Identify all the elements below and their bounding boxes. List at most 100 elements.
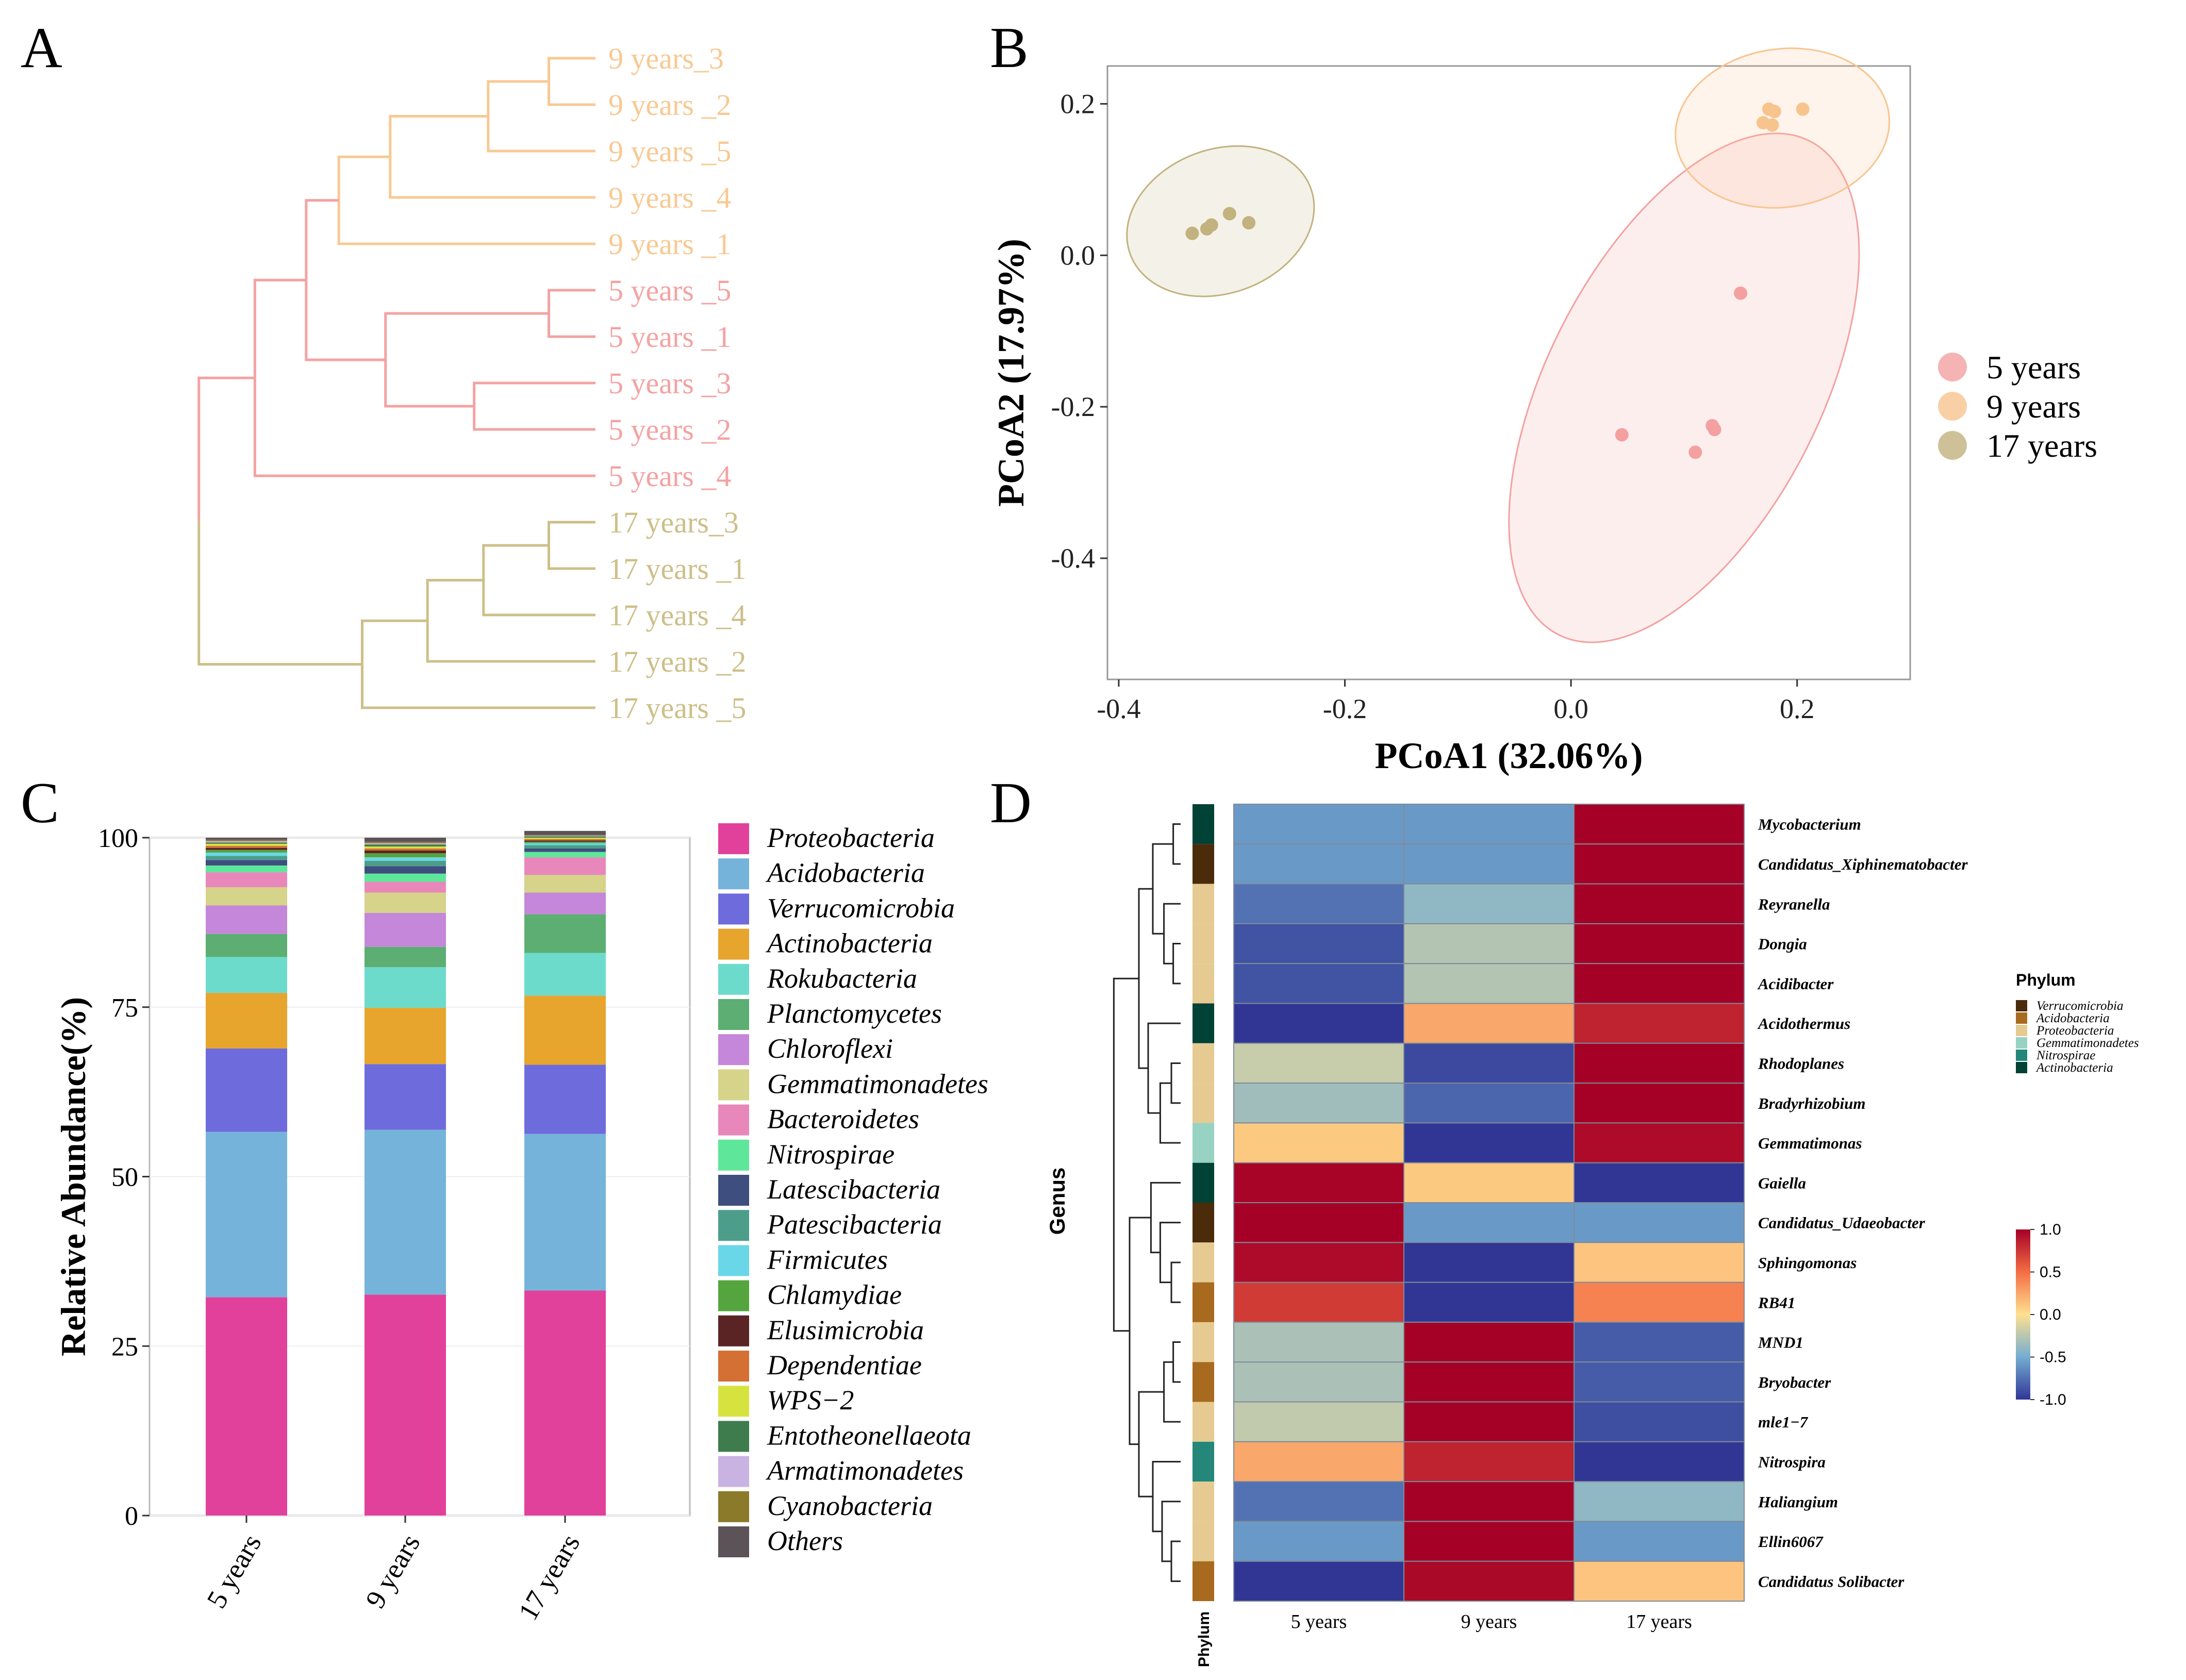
phylum-legend-label: Actinobacteria: [2035, 1061, 2113, 1075]
row-label: Nitrospira: [1758, 1453, 1826, 1471]
panel-label-b: B: [990, 16, 1029, 80]
heatmap-cell-candidatus-xiphinematobacter-17-years: [1574, 843, 1745, 885]
row-dendrogram-branch: [1170, 1062, 1181, 1104]
heatmap-cell-candidatus-xiphinematobacter-9-years: [1403, 843, 1575, 885]
row-label: Ellin6067: [1758, 1533, 1824, 1551]
y-tick-label: 100: [98, 824, 138, 853]
bar-latescibacteria-17-years: [524, 849, 606, 852]
bar-planctomycetes-5-years: [206, 934, 287, 957]
x-tick-label: 17 years: [512, 1529, 586, 1625]
x-tick-label: 9 years: [359, 1529, 426, 1614]
y-tick-label: 0: [125, 1502, 138, 1531]
bar-verrucomicrobia-9-years: [365, 1064, 446, 1130]
heatmap-cell-candidatus-udaeobacter-9-years: [1403, 1202, 1575, 1243]
heatmap-cell-reyranella-9-years: [1403, 883, 1575, 924]
legend-swatch-chlamydiae: [718, 1280, 749, 1311]
legend-marker-5-years: [1938, 353, 1967, 381]
dendrogram-branch: [337, 155, 390, 201]
stacked-bar-chart: 0 25 50 75 100 Relative Abundance(%) 5 years 9 …: [54, 822, 988, 1625]
dendrogram-chart: 9 years_3 9 years _2 9 years _5 9 years _4 9…: [197, 42, 746, 725]
legend-swatch-bacteroidetes: [718, 1104, 749, 1136]
row-label: Mycobacterium: [1758, 816, 1861, 834]
legend-swatch-proteobacteria: [718, 823, 749, 854]
y-tick-label: -0.4: [1051, 543, 1095, 574]
dendrogram-branch: [487, 80, 549, 117]
heatmap-cell-rhodoplanes-9-years: [1403, 1042, 1575, 1084]
dendrogram-branch: [389, 115, 488, 157]
heatmap-cell-gaiella-5-years: [1233, 1162, 1404, 1203]
phylum-annotation-cell: [1193, 1362, 1214, 1402]
phylum-legend-title: Phylum: [2016, 971, 2076, 989]
heatmap-cell-mnd1-9-years: [1403, 1321, 1575, 1363]
bar-latescibacteria-5-years: [206, 860, 287, 866]
bar-acidobacteria-5-years: [206, 1132, 287, 1298]
dendrogram-branch: [473, 381, 595, 406]
phylum-annotation-cell: [1193, 1083, 1214, 1123]
legend-swatch-firmicutes: [718, 1245, 749, 1276]
y-axis-label: PCoA2 (17.97%): [990, 239, 1032, 507]
legend-swatch-latescibacteria: [718, 1175, 749, 1206]
y-tick-label: 0.0: [1061, 240, 1096, 271]
row-dendrogram-branch: [1172, 943, 1181, 985]
bar-actinobacteria-9-years: [365, 1008, 446, 1064]
x-tick-label: -0.4: [1097, 693, 1140, 724]
legend-swatch-cyanobacteria: [718, 1491, 749, 1522]
legend-label: WPS−2: [767, 1385, 854, 1416]
bar-rokubacteria-9-years: [365, 967, 446, 1008]
legend-swatch-chloroflexi: [718, 1034, 749, 1066]
phylum-legend-swatch-nitrospirae: [2016, 1050, 2027, 1061]
phylum-legend-label: Proteobacteria: [2036, 1024, 2114, 1038]
dendrogram-branch: [548, 545, 595, 570]
confidence-ellipse-9-years: [1675, 47, 1891, 209]
legend-swatch-others: [718, 1526, 749, 1557]
row-dendrogram-branch: [1163, 903, 1181, 964]
heatmap-cell-gemmatimonas-5-years: [1233, 1122, 1404, 1163]
phylum-annotation-cell: [1193, 1123, 1214, 1163]
phylum-annotation-cell: [1193, 1242, 1214, 1283]
bar-firmicutes-9-years: [365, 857, 446, 861]
row-label: Gaiella: [1758, 1174, 1806, 1192]
heatmap-cell-ellin6067-9-years: [1403, 1521, 1575, 1562]
row-label: Reyranella: [1758, 895, 1830, 913]
heatmap-cell-mle1-7-9-years: [1403, 1401, 1575, 1442]
legend-label: 9 years: [1986, 388, 2081, 425]
x-tick-label: 5 years: [201, 1529, 267, 1614]
y-tick-label: 25: [111, 1332, 138, 1361]
dendrogram-branch: [253, 278, 306, 378]
panel-label-c: C: [21, 771, 59, 835]
plot-frame: [1106, 65, 1911, 680]
heatmap-cell-ellin6067-17-years: [1574, 1521, 1745, 1562]
heatmap-cell-rb41-17-years: [1574, 1282, 1745, 1323]
bar-gemmatimonadetes-9-years: [365, 892, 446, 913]
leaf-label: 17 years _2: [608, 645, 746, 678]
row-dendrogram-branch: [1113, 977, 1139, 1332]
row-dendrogram-branch: [1147, 1022, 1181, 1114]
row-label: Candidatus_Xiphinematobacter: [1758, 855, 1968, 873]
pcoa-scatter-chart: -0.4 -0.2 0.0 0.2 0.2 0.0 -0.2 -0.4 PCoA1 (32.06…: [990, 47, 2097, 776]
heatmap-chart: Mycobacterium Candidatus_Xiphinematobacte…: [1045, 804, 2139, 1667]
legend-label: Chloroflexi: [767, 1033, 893, 1064]
phylum-legend-label: Verrucomicrobia: [2036, 999, 2124, 1013]
data-point-9-years: [1767, 105, 1781, 119]
leaf-label: 9 years _5: [608, 135, 731, 168]
bar-gemmatimonadetes-17-years: [524, 875, 606, 893]
data-point-5-years: [1688, 445, 1702, 459]
dendrogram-branch: [197, 521, 362, 666]
row-label: Acidothermus: [1757, 1014, 1850, 1033]
heatmap-cell-mle1-7-17-years: [1574, 1401, 1745, 1442]
heatmap-cell-candidatus-udaeobacter-17-years: [1574, 1202, 1745, 1243]
phylum-annotation-cell: [1193, 1043, 1214, 1084]
heatmap-cell-gaiella-9-years: [1403, 1162, 1575, 1203]
bar-chloroflexi-17-years: [524, 892, 606, 914]
leaf-label: 17 years _4: [608, 598, 746, 632]
phylum-annotation-cell: [1193, 804, 1214, 844]
dendrogram-branch: [548, 57, 595, 81]
row-dendrogram-branch: [1138, 1391, 1164, 1498]
bar-armatimonadetes-5-years: [206, 841, 287, 843]
heatmap-cell-nitrospira-17-years: [1574, 1441, 1745, 1483]
heatmap-cell-candidatus-xiphinematobacter-5-years: [1233, 843, 1404, 885]
row-dendrogram-branch: [1170, 1261, 1181, 1303]
legend-label: Cyanobacteria: [767, 1490, 933, 1521]
row-label: MND1: [1758, 1334, 1803, 1352]
dendrogram-branch: [482, 544, 549, 580]
